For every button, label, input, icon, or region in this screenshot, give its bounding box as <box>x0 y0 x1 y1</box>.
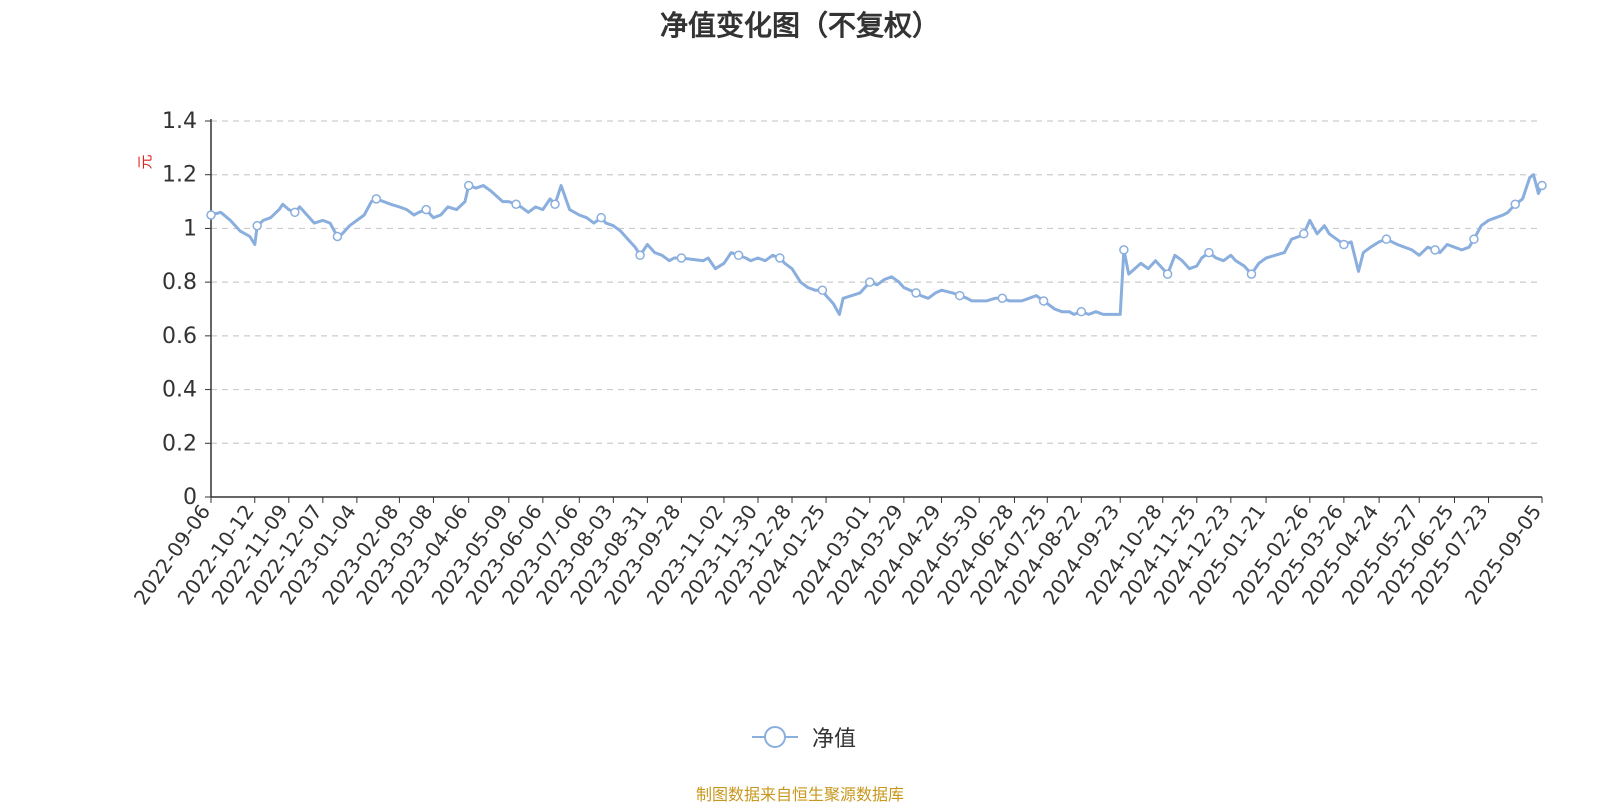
data-point <box>955 290 965 301</box>
data-point <box>1510 199 1521 210</box>
data-point <box>290 207 300 218</box>
data-point <box>865 277 875 287</box>
data-point <box>1076 306 1087 317</box>
data-point <box>206 210 216 220</box>
y-tick-label: 0.6 <box>162 324 197 349</box>
chart-title: 净值变化图（不复权） <box>659 9 940 42</box>
data-point <box>371 194 382 204</box>
y-tick-label: 0.8 <box>162 270 197 295</box>
data-point <box>911 288 921 298</box>
data-point <box>550 199 560 210</box>
axes <box>205 119 1543 503</box>
data-point <box>775 253 785 263</box>
data-point <box>635 250 645 261</box>
y-tick-label: 1 <box>183 216 197 241</box>
data-point <box>1537 180 1547 191</box>
y-axis-unit-label: 元 <box>136 154 154 169</box>
y-tick-label: 1.2 <box>162 163 197 188</box>
data-point <box>421 204 431 215</box>
data-point <box>332 231 343 242</box>
legend-line-circle-icon <box>752 726 798 748</box>
data-point <box>676 253 687 263</box>
data-point <box>1246 269 1257 279</box>
data-point <box>1204 247 1214 258</box>
data-point <box>1339 239 1349 250</box>
data-point <box>511 199 521 210</box>
y-tick-label: 0.2 <box>162 431 197 456</box>
data-point <box>463 180 474 191</box>
data-point <box>1038 296 1049 306</box>
data-point <box>596 212 606 223</box>
data-point <box>1162 269 1173 279</box>
series-line <box>209 173 1544 316</box>
data-point <box>1299 229 1309 239</box>
y-tick-labels: 0 0.2 0.4 0.6 0.8 1 1.2 1.4 <box>162 109 197 510</box>
x-tick-labels: 2022-09-062022-10-122022-11-092022-12-07… <box>129 500 1546 609</box>
legend-label-netvalue: 净值 <box>812 727 857 752</box>
data-point <box>997 293 1008 304</box>
data-point <box>1381 234 1392 244</box>
legend[interactable]: 净值 <box>750 722 856 752</box>
data-point <box>1119 245 1129 255</box>
y-tick-label: 1.4 <box>162 109 197 134</box>
data-point <box>817 285 828 295</box>
series-netvalue <box>206 173 1547 317</box>
data-point <box>252 220 262 231</box>
y-tick-label: 0.4 <box>162 378 197 403</box>
source-note: 制图数据来自恒生聚源数据库 <box>695 785 904 804</box>
data-point <box>1469 234 1479 244</box>
data-point <box>733 250 744 261</box>
y-tick-label: 0 <box>183 485 197 510</box>
grid-lines <box>211 120 1542 444</box>
data-point <box>1430 245 1440 255</box>
